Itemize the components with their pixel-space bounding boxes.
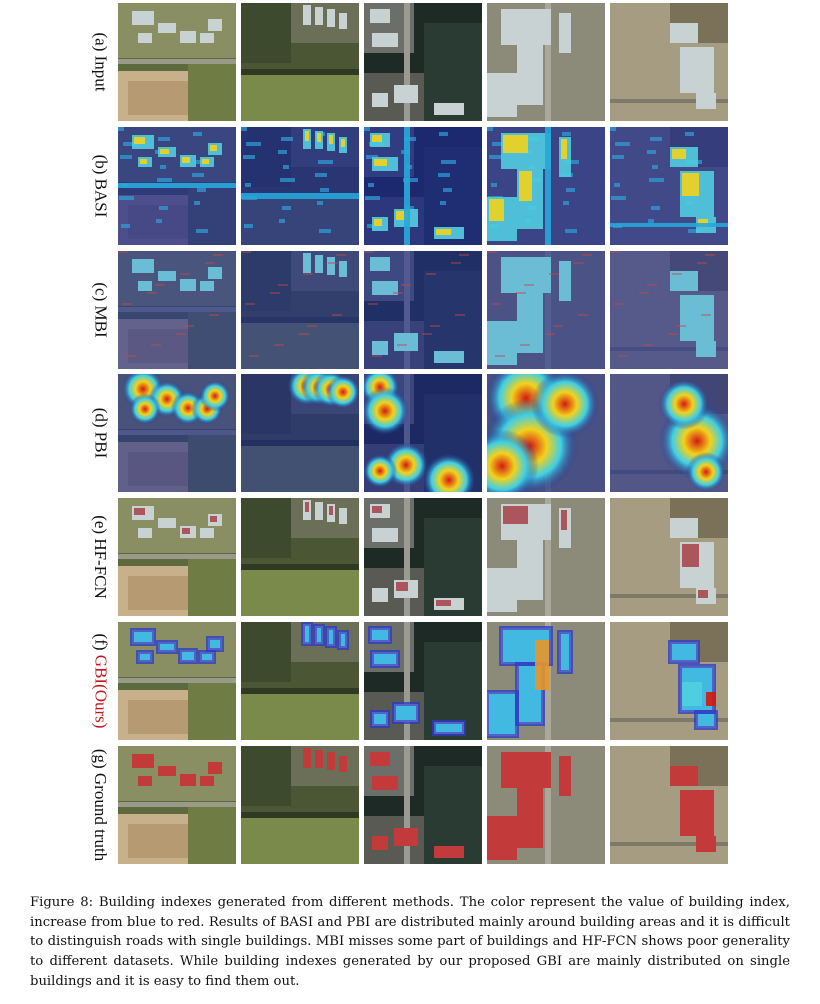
- tile-image: [487, 498, 605, 617]
- tile-image: [241, 498, 359, 617]
- tile-image: [241, 250, 359, 369]
- tile-hffcn-4: [487, 498, 605, 617]
- tile-image: [118, 374, 236, 493]
- tile-image: [364, 498, 482, 617]
- tile-image: [118, 250, 236, 369]
- tile-hffcn-2: [241, 498, 359, 617]
- method-highlight: GBI(Ours): [90, 654, 110, 729]
- tile-mbi-4: [487, 250, 605, 369]
- tile-basi-4: [487, 126, 605, 245]
- tile-input-4: [487, 3, 605, 121]
- tile-image: [118, 745, 236, 864]
- tile-hffcn-5: [610, 498, 728, 617]
- tile-input-1: [118, 3, 236, 121]
- figure-8: (a) Input (b) BASI (c) MBI (d) PBI (e) HF-FC…: [90, 3, 728, 864]
- tile-gt-4: [487, 745, 605, 864]
- tile-image: [118, 498, 236, 617]
- tile-image: [487, 250, 605, 369]
- tile-mbi-5: [610, 250, 728, 369]
- tile-input-2: [241, 3, 359, 121]
- tile-image: [487, 126, 605, 245]
- tile-image: [364, 126, 482, 245]
- tile-image: [364, 374, 482, 493]
- tile-basi-3: [364, 126, 482, 245]
- tile-pbi-1: [118, 374, 236, 493]
- row-label: (g) Ground truth: [91, 748, 111, 861]
- tile-image: [610, 498, 728, 617]
- tile-gbi-4: [487, 622, 605, 740]
- tile-image: [487, 622, 605, 740]
- row-label: (e) HF-FCN: [90, 515, 110, 599]
- tile-pbi-5: [610, 374, 728, 493]
- tile-image: [610, 374, 728, 493]
- tile-image: [364, 745, 482, 864]
- tile-input-5: [610, 3, 728, 121]
- tile-image: [241, 622, 359, 740]
- tile-image: [487, 745, 605, 864]
- tile-pbi-2: [241, 374, 359, 493]
- tile-mbi-3: [364, 250, 482, 369]
- figure-caption: Figure 8: Building indexes generated fro…: [30, 895, 790, 989]
- tile-image: [364, 3, 482, 121]
- tile-image: [118, 126, 236, 245]
- tile-hffcn-3: [364, 498, 482, 617]
- tile-image: [610, 622, 728, 740]
- tile-image: [241, 3, 359, 121]
- tile-input-3: [364, 3, 482, 121]
- tile-mbi-2: [241, 250, 359, 369]
- tile-gbi-1: [118, 622, 236, 740]
- row-label: (d) PBI: [90, 408, 110, 459]
- tile-basi-5: [610, 126, 728, 245]
- tile-basi-2: [241, 126, 359, 245]
- tile-image: [610, 126, 728, 245]
- tile-gt-3: [364, 745, 482, 864]
- tile-gbi-5: [610, 622, 728, 740]
- tile-image: [241, 374, 359, 493]
- tile-gt-1: [118, 745, 236, 864]
- row-label: (c) MBI: [91, 281, 111, 338]
- tile-image: [610, 3, 728, 121]
- tile-gt-2: [241, 745, 359, 864]
- tile-image: [610, 745, 728, 864]
- tile-image: [364, 250, 482, 369]
- tile-gbi-2: [241, 622, 359, 740]
- tile-pbi-4: [487, 374, 605, 493]
- tile-image: [241, 745, 359, 864]
- tile-image: [364, 622, 482, 740]
- tile-hffcn-1: [118, 498, 236, 617]
- tile-image: [610, 250, 728, 369]
- tile-gbi-3: [364, 622, 482, 740]
- tile-image: [118, 3, 236, 121]
- tile-basi-1: [118, 126, 236, 245]
- tile-image: [487, 374, 605, 493]
- tile-gt-5: [610, 745, 728, 864]
- tile-image: [118, 622, 236, 740]
- row-label: (b) BASI: [90, 154, 110, 218]
- tile-pbi-3: [364, 374, 482, 493]
- tile-image: [487, 3, 605, 121]
- tile-image: [241, 126, 359, 245]
- row-label: (f) GBI(Ours): [90, 633, 110, 729]
- row-label: (a) Input: [91, 32, 111, 92]
- tile-mbi-1: [118, 250, 236, 369]
